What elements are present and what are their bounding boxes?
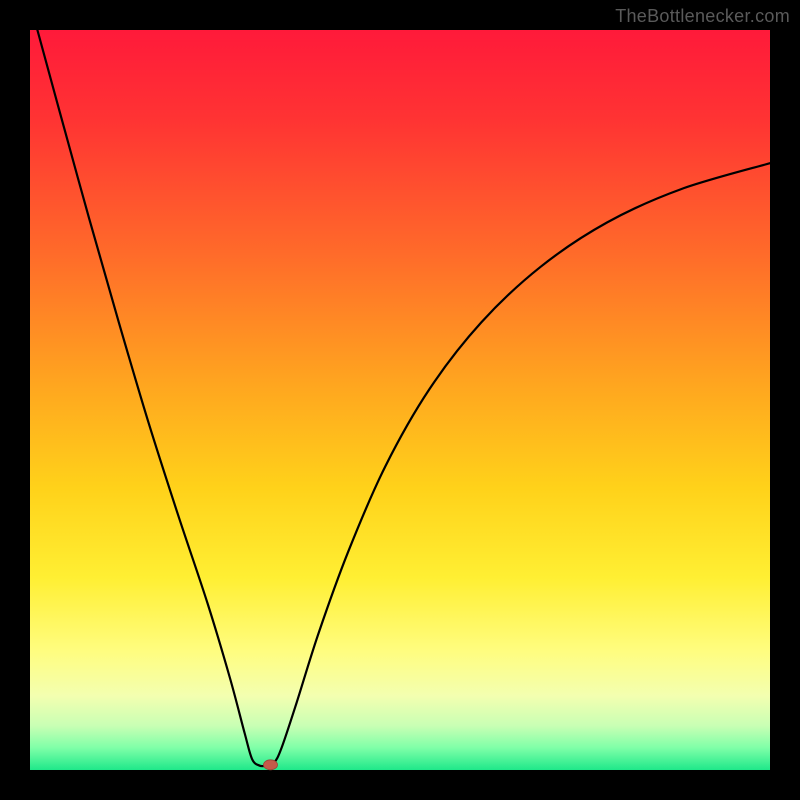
watermark-text: TheBottlenecker.com bbox=[615, 6, 790, 27]
bottleneck-chart bbox=[0, 0, 800, 800]
optimum-marker bbox=[264, 760, 278, 770]
